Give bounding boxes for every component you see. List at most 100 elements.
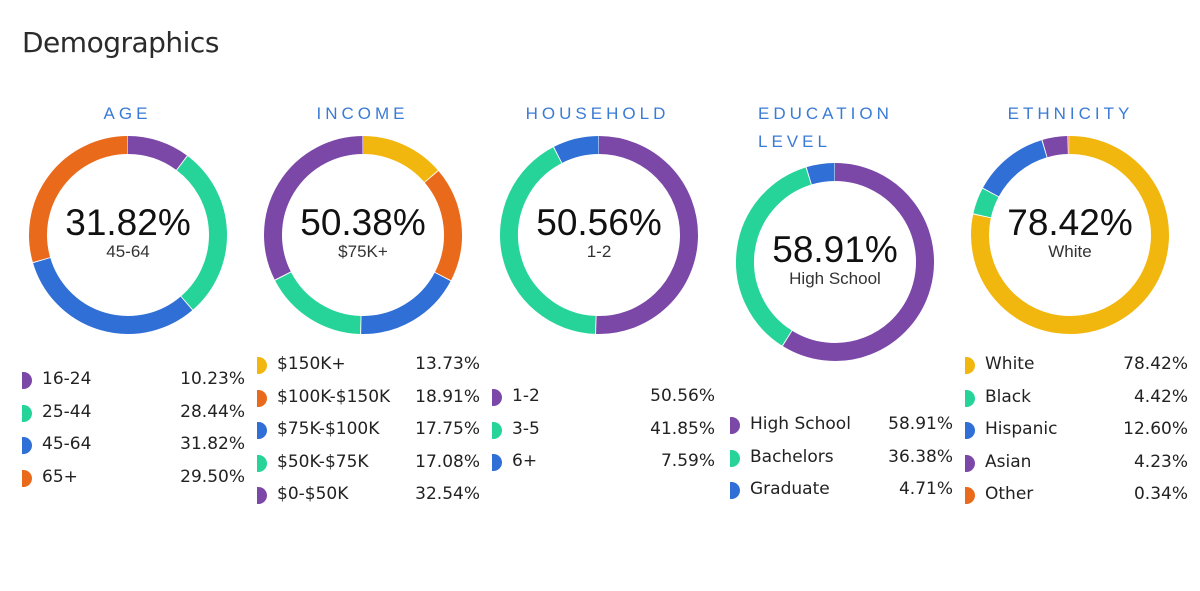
- legend-item[interactable]: $50K-$75K 17.08%: [257, 448, 480, 481]
- legend-label: 1-2: [512, 386, 540, 406]
- ethnicity-legend: White 78.42% Black 4.42% Hispanic 12.60% Asian…: [965, 350, 1188, 513]
- household-legend: 1-2 50.56% 3-5 41.85% 6+ 7.59%: [492, 382, 715, 480]
- legend-item[interactable]: Graduate 4.71%: [730, 475, 953, 508]
- legend-swatch-icon: [492, 421, 502, 439]
- income-title: INCOME: [316, 104, 409, 123]
- legend-item[interactable]: $75K-$100K 17.75%: [257, 415, 480, 448]
- legend-item[interactable]: $100K-$150K 18.91%: [257, 383, 480, 416]
- legend-label: 25-44: [42, 401, 92, 422]
- education-level-slice-high-school[interactable]: [782, 163, 934, 361]
- legend-swatch-icon: [257, 487, 267, 504]
- education-level-title: EDUCATION LEVEL: [758, 104, 893, 151]
- legend-percentage: 4.23%: [1133, 451, 1188, 472]
- legend-item[interactable]: High School 58.91%: [730, 410, 953, 443]
- income-slice-50k-75k[interactable]: [275, 272, 361, 334]
- household-center-label: 1-2: [586, 242, 612, 261]
- legend-label: 45-64: [42, 434, 92, 454]
- household-panel: HOUSEHOLD 50.56% 1-2 1-2 50.56% 3-5 41.85% 6+ 7.…: [480, 0, 715, 591]
- legend-swatch-icon: [730, 449, 740, 467]
- legend-item[interactable]: Bachelors 36.38%: [730, 443, 953, 476]
- legend-item[interactable]: Asian 4.23%: [965, 448, 1188, 481]
- ethnicity-slice-asian[interactable]: [1042, 136, 1069, 158]
- income-legend: $150K+ 13.73% $100K-$150K 18.91% $75K-$100K 1…: [257, 350, 480, 513]
- legend-label: White: [985, 354, 1035, 374]
- legend-item[interactable]: Black 4.42%: [965, 383, 1188, 416]
- income-center-label: $75K+: [338, 242, 388, 261]
- legend-swatch-icon: [730, 417, 740, 434]
- legend-label: High School: [750, 414, 851, 434]
- age-slice-65[interactable]: [29, 136, 128, 263]
- legend-percentage: 4.42%: [1133, 386, 1188, 407]
- legend-label: $50K-$75K: [277, 451, 369, 472]
- legend-swatch-icon: [257, 389, 267, 407]
- income-donut-chart: [264, 136, 462, 334]
- legend-percentage: 18.91%: [415, 386, 480, 407]
- legend-item[interactable]: 16-24 10.23%: [22, 365, 245, 398]
- legend-label: $100K-$150K: [277, 386, 391, 407]
- legend-item[interactable]: Other 0.34%: [965, 480, 1188, 513]
- legend-swatch-icon: [730, 482, 740, 499]
- education-level-donut-chart: [736, 163, 934, 361]
- household-slice-3-5[interactable]: [500, 147, 596, 334]
- legend-percentage: 17.75%: [415, 419, 480, 439]
- legend-item[interactable]: $0-$50K 32.54%: [257, 480, 480, 513]
- legend-swatch-icon: [965, 389, 975, 407]
- household-center-value: 50.56%: [536, 202, 662, 243]
- education-level-slice-graduate[interactable]: [806, 163, 835, 185]
- legend-percentage: 4.71%: [898, 479, 953, 499]
- legend-label: $75K-$100K: [277, 419, 380, 439]
- age-slice-25-44[interactable]: [176, 156, 227, 310]
- ethnicity-slice-black[interactable]: [973, 188, 999, 218]
- income-panel: INCOME 50.38% $75K+ $150K+ 13.73% $100K-$150K…: [245, 0, 480, 591]
- age-slice-45-64[interactable]: [33, 257, 193, 334]
- income-slice-100k-150k[interactable]: [424, 171, 462, 281]
- legend-label: Black: [985, 386, 1031, 407]
- legend-swatch-icon: [492, 454, 502, 471]
- ethnicity-slice-hispanic[interactable]: [982, 140, 1047, 197]
- page-title: Demographics: [22, 26, 219, 59]
- ethnicity-slice-white[interactable]: [971, 136, 1169, 334]
- legend-percentage: 17.08%: [415, 451, 480, 472]
- legend-item[interactable]: Hispanic 12.60%: [965, 415, 1188, 448]
- legend-item[interactable]: 45-64 31.82%: [22, 430, 245, 463]
- household-donut-chart: [500, 136, 698, 334]
- legend-percentage: 41.85%: [650, 418, 715, 439]
- household-slice-6[interactable]: [554, 136, 599, 163]
- legend-label: $150K+: [277, 354, 346, 374]
- education-level-panel: EDUCATION LEVEL 58.91% High School High Sch…: [718, 0, 953, 591]
- legend-swatch-icon: [22, 372, 32, 389]
- ethnicity-center-value: 78.42%: [1007, 202, 1133, 243]
- household-slice-1-2[interactable]: [596, 136, 698, 334]
- legend-swatch-icon: [22, 404, 32, 422]
- ethnicity-center-label: White: [1048, 242, 1092, 261]
- legend-item[interactable]: 25-44 28.44%: [22, 398, 245, 431]
- legend-item[interactable]: 65+ 29.50%: [22, 463, 245, 496]
- legend-percentage: 7.59%: [660, 451, 715, 471]
- household-title: HOUSEHOLD: [525, 104, 670, 123]
- age-center-label: 45-64: [106, 242, 150, 261]
- income-slice-150k[interactable]: [362, 136, 438, 183]
- legend-label: 3-5: [512, 418, 540, 439]
- education-level-slice-bachelors[interactable]: [736, 167, 812, 346]
- legend-swatch-icon: [492, 389, 502, 406]
- legend-percentage: 36.38%: [888, 446, 953, 467]
- legend-percentage: 78.42%: [1123, 354, 1188, 374]
- legend-swatch-icon: [257, 422, 267, 439]
- legend-item[interactable]: White 78.42%: [965, 350, 1188, 383]
- legend-percentage: 10.23%: [180, 369, 245, 389]
- legend-swatch-icon: [965, 454, 975, 472]
- income-slice-0-50k[interactable]: [264, 136, 363, 280]
- age-slice-16-24[interactable]: [127, 136, 187, 171]
- income-slice-75k-100k[interactable]: [361, 272, 451, 334]
- legend-item[interactable]: 1-2 50.56%: [492, 382, 715, 415]
- legend-percentage: 50.56%: [650, 386, 715, 406]
- legend-label: Asian: [985, 451, 1032, 472]
- legend-item[interactable]: $150K+ 13.73%: [257, 350, 480, 383]
- legend-swatch-icon: [965, 487, 975, 504]
- legend-item[interactable]: 3-5 41.85%: [492, 415, 715, 448]
- income-center-value: 50.38%: [300, 202, 426, 243]
- legend-label: Graduate: [750, 479, 830, 499]
- legend-label: Other: [985, 484, 1034, 504]
- legend-percentage: 28.44%: [180, 401, 245, 422]
- legend-item[interactable]: 6+ 7.59%: [492, 447, 715, 480]
